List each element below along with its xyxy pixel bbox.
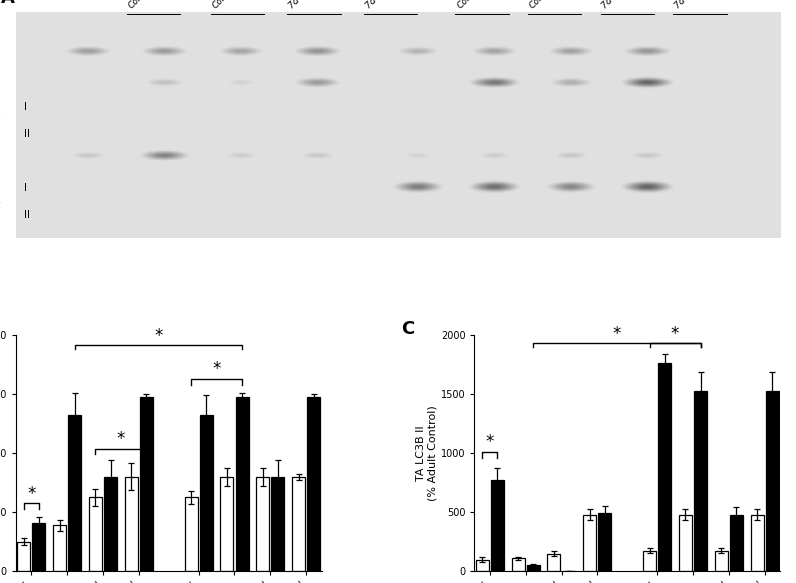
- Text: 7d Reload: 7d Reload: [287, 0, 326, 10]
- Text: *: *: [213, 360, 220, 378]
- Bar: [53, 525, 66, 571]
- Bar: [68, 415, 81, 571]
- Text: Colchicine: Colchicine: [528, 0, 567, 10]
- Bar: [220, 477, 233, 571]
- Text: *: *: [117, 430, 125, 448]
- Bar: [256, 477, 269, 571]
- Text: 7d Reload: 7d Reload: [600, 0, 639, 10]
- Bar: [18, 542, 30, 571]
- Bar: [236, 397, 248, 571]
- Text: Colchicine: Colchicine: [211, 0, 250, 10]
- Text: I: I: [24, 101, 26, 111]
- Bar: [200, 415, 213, 571]
- Bar: [512, 559, 525, 571]
- Y-axis label: TA LC3B II
(% Adult Control): TA LC3B II (% Adult Control): [416, 405, 438, 501]
- Bar: [694, 392, 707, 571]
- Bar: [271, 477, 284, 571]
- Bar: [658, 363, 671, 571]
- Bar: [643, 550, 656, 571]
- Bar: [730, 515, 743, 571]
- Bar: [527, 565, 540, 571]
- Text: *: *: [27, 484, 36, 503]
- Bar: [583, 515, 596, 571]
- Bar: [89, 497, 102, 571]
- Bar: [766, 392, 778, 571]
- Text: *: *: [671, 325, 679, 343]
- Bar: [140, 397, 153, 571]
- Bar: [751, 515, 763, 571]
- Text: II: II: [24, 129, 29, 139]
- Text: C: C: [401, 321, 414, 339]
- Bar: [104, 477, 117, 571]
- Bar: [548, 554, 560, 571]
- Text: II: II: [24, 210, 29, 220]
- Bar: [125, 477, 138, 571]
- Text: A: A: [1, 0, 14, 7]
- Text: I: I: [24, 183, 26, 193]
- Bar: [185, 497, 197, 571]
- Text: *: *: [486, 433, 494, 451]
- Bar: [33, 522, 45, 571]
- Text: 7d Rel + Col: 7d Rel + Col: [364, 0, 410, 10]
- Text: Control: Control: [455, 0, 485, 10]
- Bar: [715, 550, 728, 571]
- Bar: [679, 515, 692, 571]
- Bar: [599, 514, 611, 571]
- Bar: [307, 397, 320, 571]
- Bar: [292, 477, 305, 571]
- Text: 7d Rel + Col: 7d Rel + Col: [673, 0, 719, 10]
- Text: Control: Control: [127, 0, 156, 10]
- Text: *: *: [613, 325, 621, 343]
- Bar: [491, 480, 504, 571]
- Text: *: *: [154, 327, 162, 345]
- Bar: [476, 560, 489, 571]
